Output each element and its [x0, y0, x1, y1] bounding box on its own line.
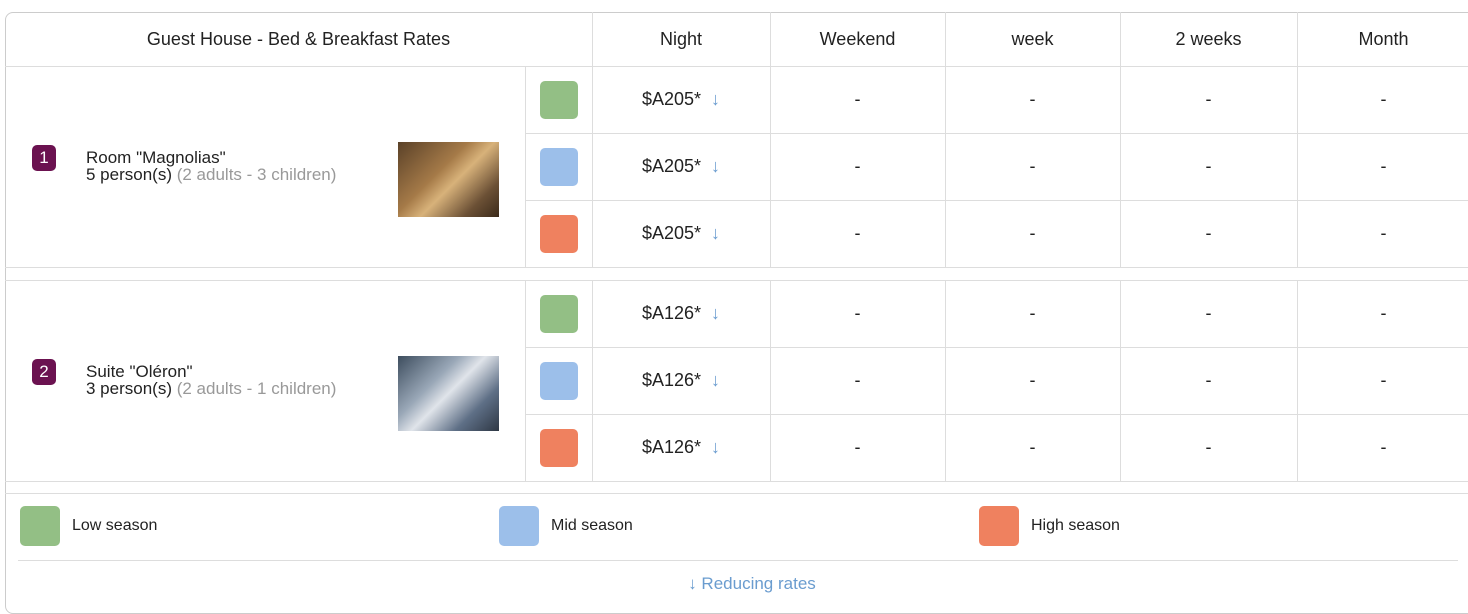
room-number: 2 [32, 359, 56, 385]
night-rate: $A126* ↓ [592, 347, 770, 414]
rate-trend: ↓ [711, 370, 720, 391]
night-rate: $A126* ↓ [592, 280, 770, 347]
column-line [1297, 12, 1298, 66]
column-line [945, 12, 946, 66]
rate-trend: ↓ [711, 303, 720, 324]
gap-line [5, 280, 1468, 281]
season-swatch [540, 215, 578, 253]
legend-swatch [20, 506, 60, 546]
rate-cell: - [770, 347, 945, 414]
rate-value: $A126* [642, 437, 701, 458]
column-line [592, 12, 593, 66]
season-swatch [540, 148, 578, 186]
column-line [1120, 12, 1121, 66]
room-name: Room "Magnolias" [86, 149, 354, 166]
rate-cell: - [1297, 414, 1468, 481]
night-rate: $A126* ↓ [592, 414, 770, 481]
header-title: Guest House - Bed & Breakfast Rates [5, 12, 592, 66]
rates-table: Guest House - Bed & Breakfast RatesNight… [0, 0, 1468, 603]
room-capacity: 5 person(s) [86, 165, 172, 184]
rate-trend: ↓ [711, 89, 720, 110]
season-swatch [540, 295, 578, 333]
rate-value: $A126* [642, 370, 701, 391]
legend-label: Low season [72, 517, 157, 535]
rate-cell: - [945, 200, 1120, 267]
rate-cell: - [1120, 200, 1297, 267]
rate-trend: ↓ [711, 437, 720, 458]
rate-cell: - [770, 66, 945, 133]
legend-swatch [979, 506, 1019, 546]
rate-cell: - [945, 280, 1120, 347]
footnote: ↓ Reducing rates [0, 574, 1468, 594]
rate-cell: - [770, 200, 945, 267]
rate-cell: - [1297, 280, 1468, 347]
room-photo [398, 142, 499, 217]
rate-cell: - [1297, 66, 1468, 133]
rate-cell: - [1297, 347, 1468, 414]
column-line [770, 12, 771, 66]
column-header: 2 weeks [1120, 12, 1297, 66]
rate-trend: ↓ [711, 156, 720, 177]
rate-cell: - [770, 280, 945, 347]
rate-cell: - [1120, 280, 1297, 347]
night-rate: $A205* ↓ [592, 200, 770, 267]
rate-cell: - [945, 133, 1120, 200]
column-header: week [945, 12, 1120, 66]
room-capacity: 3 person(s) [86, 379, 172, 398]
room-info: Suite "Oléron"3 person(s) (2 adults - 1 … [86, 363, 354, 397]
legend-label: High season [1031, 517, 1120, 535]
rate-value: $A205* [642, 89, 701, 110]
season-swatch [540, 81, 578, 119]
season-swatch [540, 362, 578, 400]
gap-line [5, 493, 1468, 494]
room-bottom-line [5, 267, 1468, 268]
rate-cell: - [945, 347, 1120, 414]
rate-cell: - [1120, 347, 1297, 414]
legend-label: Mid season [551, 517, 633, 535]
rate-cell: - [1120, 133, 1297, 200]
rate-cell: - [1120, 414, 1297, 481]
room-detail: (2 adults - 3 children) [177, 165, 337, 184]
season-swatch [540, 429, 578, 467]
rate-cell: - [945, 66, 1120, 133]
legend-swatch [499, 506, 539, 546]
rate-cell: - [945, 414, 1120, 481]
rate-cell: - [1297, 133, 1468, 200]
rate-trend: ↓ [711, 223, 720, 244]
rate-value: $A205* [642, 223, 701, 244]
column-line [525, 66, 526, 267]
room-photo [398, 356, 499, 431]
rate-cell: - [1120, 66, 1297, 133]
night-rate: $A205* ↓ [592, 133, 770, 200]
rate-value: $A205* [642, 156, 701, 177]
rate-cell: - [1297, 200, 1468, 267]
room-bottom-line [5, 481, 1468, 482]
night-rate: $A205* ↓ [592, 66, 770, 133]
room-info: Room "Magnolias"5 person(s) (2 adults - … [86, 149, 354, 183]
room-number: 1 [32, 145, 56, 171]
column-header: Weekend [770, 12, 945, 66]
rate-cell: - [770, 414, 945, 481]
column-header: Night [592, 12, 770, 66]
column-header: Month [1297, 12, 1468, 66]
rate-cell: - [770, 133, 945, 200]
room-detail: (2 adults - 1 children) [177, 379, 337, 398]
room-name: Suite "Oléron" [86, 363, 354, 380]
rate-value: $A126* [642, 303, 701, 324]
column-line [525, 280, 526, 481]
legend-line [18, 560, 1458, 561]
